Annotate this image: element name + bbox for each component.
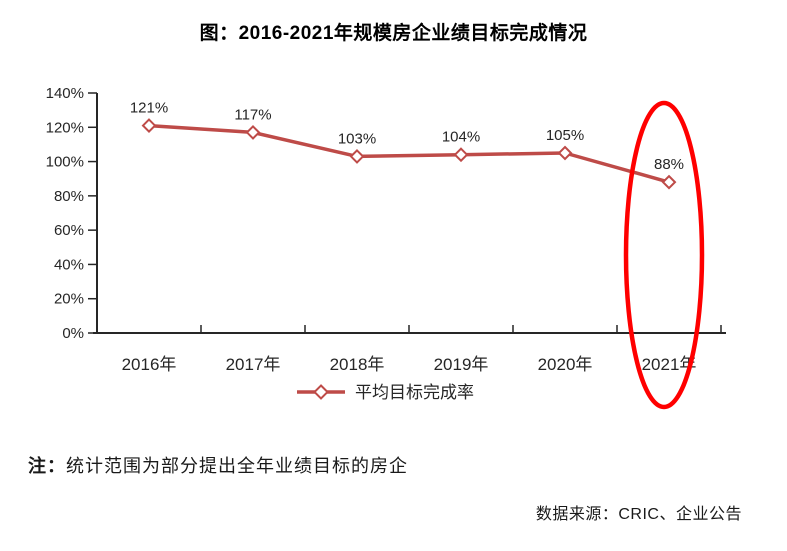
y-tick-label: 140% [46,85,84,102]
x-axis-label: 2019年 [434,355,489,374]
note-text: 统计范围为部分提出全年业绩目标的房企 [66,456,408,476]
data-point-marker [661,174,677,190]
legend-marker-icon [313,384,329,400]
x-axis-label: 2021年 [642,355,697,374]
x-axis-label: 2020年 [538,355,593,374]
data-point-marker [349,149,365,164]
legend-label: 平均目标完成率 [355,383,474,402]
data-point-marker [245,125,261,140]
data-source: 数据来源：CRIC、企业公告 [535,506,742,523]
data-point-marker [141,118,157,133]
y-tick-label: 120% [46,119,84,136]
y-tick-label: 100% [46,154,84,171]
note-prefix: 注： [28,456,66,476]
plot-area: 0% 20% 40% 60% 80% 100% 120% 140% 2016年 2017年 2018… [46,85,726,374]
data-point-marker [557,145,573,161]
series-line [147,123,671,184]
chart-title: 图：2016-2021年规模房企业绩目标完成情况 [199,23,588,44]
legend: 平均目标完成率 [297,383,474,402]
data-point-marker [453,147,469,163]
data-point-label: 103% [338,130,376,147]
data-point-label: 121% [130,100,168,117]
x-axis-label: 2016年 [122,355,177,374]
x-axis-label: 2018年 [330,355,385,374]
highlight-ellipse [623,100,705,410]
data-point-label: 105% [546,127,584,144]
y-tick-label: 40% [54,256,84,273]
y-tick-label: 0% [62,325,84,342]
chart-note: 注：统计范围为部分提出全年业绩目标的房企 [28,452,408,478]
data-point-label: 117% [234,106,271,123]
x-axis-label: 2017年 [226,355,281,374]
y-tick-label: 60% [54,222,84,239]
data-point-label: 104% [442,129,480,146]
y-tick-label: 80% [54,188,84,205]
data-point-label: 88% [654,156,684,173]
y-tick-label: 20% [54,291,84,308]
